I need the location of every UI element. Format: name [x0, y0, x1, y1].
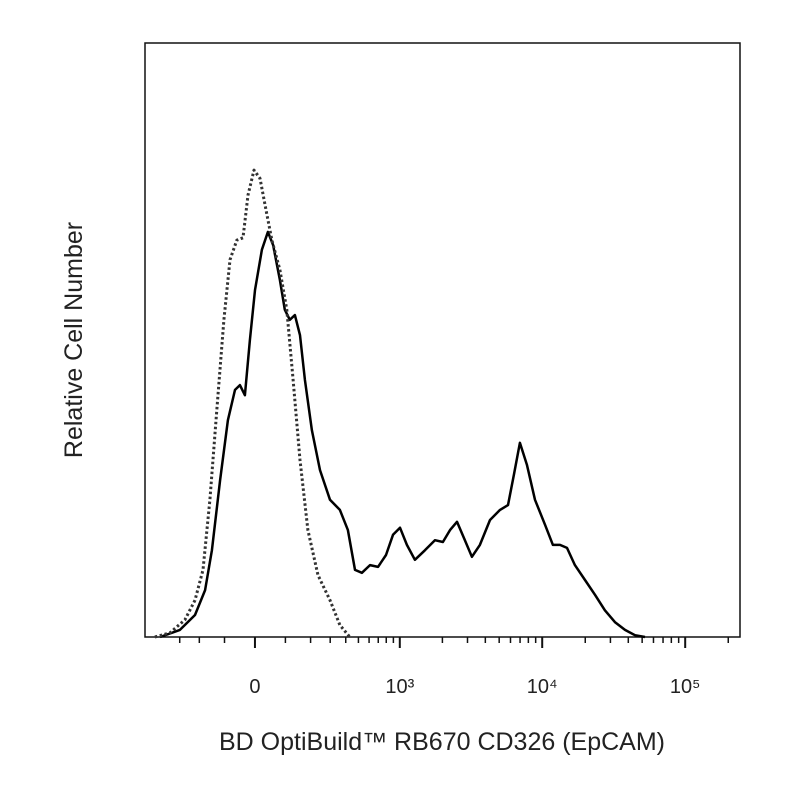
x-tick-label: 10⁴ — [527, 676, 558, 698]
x-tick-label: 0 — [249, 676, 260, 698]
plot-frame — [144, 42, 741, 638]
y-axis-label: Relative Cell Number — [60, 222, 88, 458]
x-tick-label: 10⁵ — [670, 676, 701, 698]
x-axis-label: BD OptiBuild™ RB670 CD326 (EpCAM) — [219, 728, 665, 756]
x-tick-label: 10³ — [385, 676, 414, 698]
histogram-line — [159, 230, 646, 639]
histogram-line — [154, 168, 351, 639]
